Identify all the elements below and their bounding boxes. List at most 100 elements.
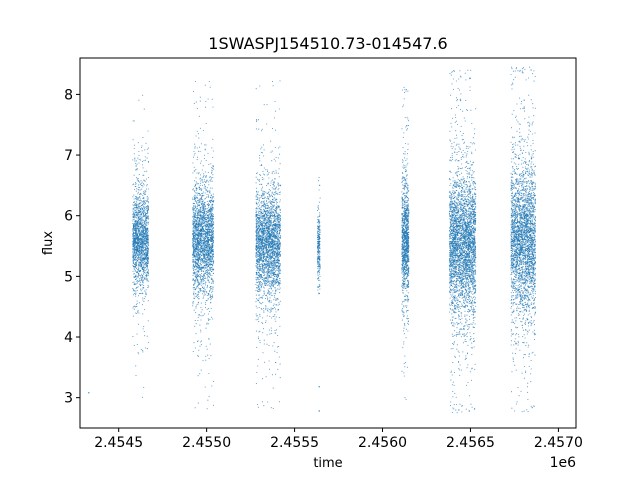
data-point xyxy=(144,251,146,253)
data-point xyxy=(198,146,201,148)
data-point xyxy=(201,269,203,272)
data-point xyxy=(142,223,144,225)
data-point xyxy=(144,149,146,151)
data-point xyxy=(200,306,202,308)
data-point xyxy=(208,271,210,273)
data-point xyxy=(210,220,212,222)
data-point xyxy=(140,219,142,221)
data-point xyxy=(143,300,145,302)
data-point xyxy=(262,328,265,330)
data-point xyxy=(133,227,135,229)
data-point xyxy=(195,189,197,191)
data-point xyxy=(278,285,280,287)
data-point xyxy=(195,311,197,313)
data-point xyxy=(210,224,212,226)
data-point xyxy=(204,294,206,296)
data-point xyxy=(208,184,210,186)
data-point xyxy=(201,198,203,201)
data-point xyxy=(204,257,206,259)
data-point xyxy=(205,327,207,329)
data-point xyxy=(139,250,141,252)
data-point xyxy=(200,258,202,261)
data-point xyxy=(144,202,146,204)
data-point xyxy=(143,193,146,196)
data-point xyxy=(137,260,139,262)
data-point xyxy=(142,231,144,234)
data-point xyxy=(206,226,208,228)
data-point xyxy=(212,288,214,290)
data-point xyxy=(146,279,148,281)
data-point xyxy=(213,280,215,282)
data-point xyxy=(208,372,210,375)
data-point xyxy=(147,274,150,276)
data-point xyxy=(132,245,134,247)
data-point xyxy=(197,301,199,303)
data-point xyxy=(142,256,144,258)
data-point xyxy=(208,256,210,258)
data-point xyxy=(201,211,203,213)
data-point xyxy=(198,276,200,278)
data-point xyxy=(144,191,146,193)
data-point xyxy=(192,202,194,204)
data-point xyxy=(276,219,278,221)
data-point xyxy=(138,174,140,176)
data-point xyxy=(202,240,204,242)
data-point xyxy=(144,229,146,231)
data-point xyxy=(210,178,212,180)
data-point xyxy=(269,196,271,198)
data-point xyxy=(134,237,136,240)
data-point xyxy=(208,396,210,398)
data-point xyxy=(274,329,276,332)
data-point xyxy=(211,234,213,236)
data-point xyxy=(202,252,204,254)
data-point xyxy=(203,195,205,197)
data-point xyxy=(204,248,206,250)
data-point xyxy=(209,238,212,240)
data-point xyxy=(257,317,259,319)
data-point xyxy=(200,241,202,243)
data-point xyxy=(199,230,201,232)
data-point xyxy=(144,201,146,203)
data-point xyxy=(192,227,194,230)
data-point xyxy=(145,293,147,295)
data-point xyxy=(193,287,195,289)
data-point xyxy=(143,298,145,300)
data-point xyxy=(140,275,142,277)
data-point xyxy=(195,225,197,227)
data-point xyxy=(207,243,209,245)
data-point xyxy=(141,255,143,257)
data-point xyxy=(145,268,147,270)
data-point xyxy=(208,254,210,256)
data-point xyxy=(141,238,143,240)
data-point xyxy=(141,240,144,242)
data-point xyxy=(147,222,149,224)
data-point xyxy=(136,246,138,249)
data-point xyxy=(199,249,201,251)
data-point xyxy=(266,169,268,171)
data-point xyxy=(196,206,198,208)
data-point xyxy=(140,224,142,226)
data-point xyxy=(134,258,136,261)
data-point xyxy=(147,244,149,246)
data-point xyxy=(261,296,263,298)
data-point xyxy=(132,307,134,309)
data-point xyxy=(136,163,138,165)
data-point xyxy=(136,169,138,171)
data-point xyxy=(143,276,145,278)
data-point xyxy=(144,193,147,195)
data-point xyxy=(194,296,196,298)
data-point xyxy=(203,229,205,231)
data-point xyxy=(137,270,139,272)
data-point xyxy=(146,157,148,159)
data-point xyxy=(198,219,200,221)
data-point xyxy=(263,206,265,208)
data-point xyxy=(145,215,147,217)
data-point xyxy=(275,316,277,318)
data-point xyxy=(140,146,142,149)
data-point xyxy=(203,257,205,259)
data-point xyxy=(206,246,208,248)
data-point xyxy=(212,228,214,230)
data-point xyxy=(195,247,197,249)
data-point xyxy=(136,283,138,285)
data-point xyxy=(208,211,210,213)
